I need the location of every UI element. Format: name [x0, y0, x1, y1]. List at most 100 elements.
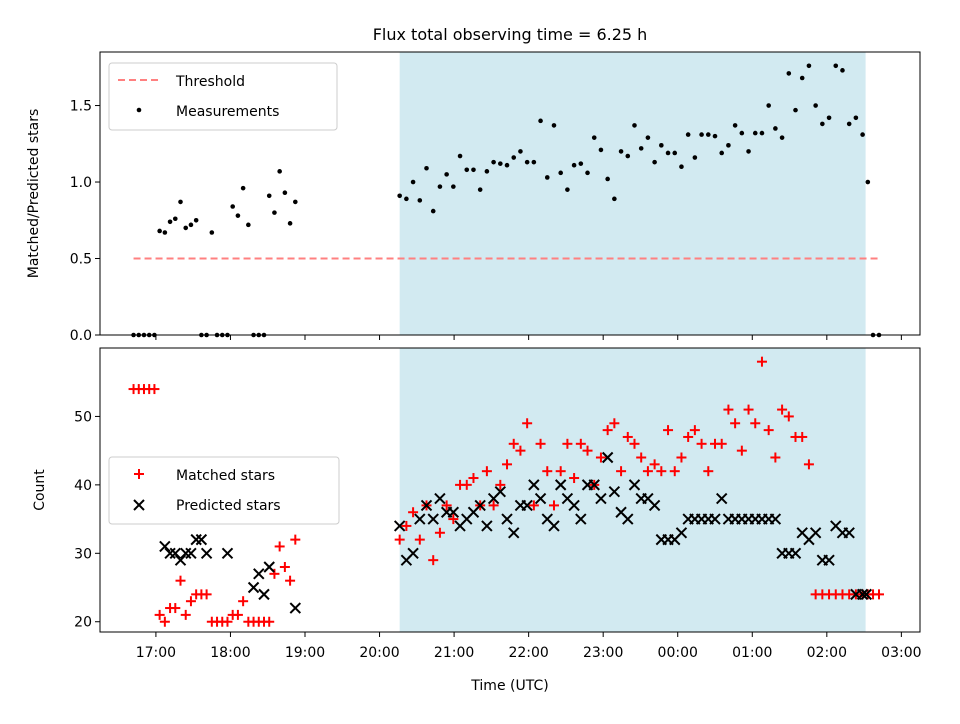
matched-star-point — [185, 596, 196, 607]
measurement-point — [230, 204, 235, 209]
matched-star-point — [461, 479, 472, 490]
measurement-point — [178, 199, 183, 205]
measurement-point — [585, 170, 590, 176]
predicted-star-point — [494, 486, 507, 498]
measurement-point — [471, 167, 476, 173]
x-tick-label: 20:00 — [359, 645, 399, 661]
matched-star-point — [522, 418, 533, 429]
matched-star-point — [763, 425, 774, 436]
x-tick-label: 21:00 — [434, 645, 474, 661]
figure-title: Flux total observing time = 6.25 h — [373, 25, 648, 44]
measurement-point — [820, 121, 825, 127]
x-tick-label: 19:00 — [285, 645, 325, 661]
matched-star-point — [616, 466, 627, 477]
measurement-point — [618, 149, 624, 154]
measurement-point — [293, 199, 298, 205]
top-x-ticks — [155, 335, 902, 340]
measurement-point — [183, 225, 189, 231]
measurement-point — [157, 228, 162, 234]
predicted-star-point — [164, 547, 176, 560]
matched-star-point — [683, 431, 694, 442]
measurement-point — [632, 123, 637, 128]
x-tick-label: 03:00 — [881, 645, 921, 661]
predicted-star-point — [289, 602, 302, 614]
predicted-star-point — [427, 513, 439, 525]
measurement-point — [813, 103, 818, 108]
measurement-point — [726, 143, 731, 148]
measurement-point — [853, 115, 859, 121]
measurement-point — [518, 149, 523, 154]
matched-star-point — [656, 466, 667, 477]
top-ytick-label: 1.5 — [70, 99, 92, 115]
matched-star-point — [736, 445, 747, 456]
matched-star-point — [602, 425, 613, 436]
predicted-star-point — [414, 513, 426, 525]
matched-star-point — [481, 466, 492, 477]
predicted-star-point — [709, 513, 721, 525]
matched-star-point — [285, 575, 296, 586]
measurement-point — [719, 150, 725, 156]
top-y-axis-label: Matched/Predicted stars — [26, 109, 42, 279]
bottom-ytick-label: 50 — [74, 409, 92, 425]
x-tick-label: 17:00 — [136, 645, 176, 661]
matched-star-point — [269, 568, 280, 579]
matched-star-point — [448, 514, 459, 525]
threshold-legend-label: Threshold — [175, 74, 245, 90]
matched-star-point — [642, 466, 653, 477]
matched-star-point — [159, 616, 170, 627]
predicted-star-point — [648, 499, 661, 512]
top-legend-box — [108, 62, 338, 131]
matched-star-point — [582, 445, 593, 456]
matched-legend-swatch — [134, 469, 144, 479]
matched-star-point — [175, 575, 186, 586]
matched-star-point — [723, 404, 734, 415]
top-panel: 0.0 0.5 1.0 1.5 Matched/Predicted stars Thr… — [26, 51, 921, 344]
predicted-stars-series — [159, 451, 873, 614]
predicted-star-point — [174, 554, 187, 566]
matched-star-point — [622, 431, 633, 442]
measurement-point — [172, 216, 178, 222]
predicted-star-point — [548, 520, 560, 532]
measurement-point — [287, 221, 293, 226]
x-tick-label: 18:00 — [210, 645, 250, 661]
x-axis-label: Time (UTC) — [470, 678, 548, 694]
matched-star-point — [528, 500, 539, 511]
measurement-point — [282, 190, 288, 196]
matched-star-point — [394, 534, 405, 545]
measurement-point — [272, 210, 277, 215]
bottom-ytick-label: 20 — [74, 615, 92, 631]
predicted-star-point — [588, 479, 600, 491]
bottom-legend-box — [108, 456, 340, 525]
matched-star-point — [495, 479, 506, 490]
x-tick-label: 22:00 — [508, 645, 548, 661]
predicted-legend-label: Predicted stars — [176, 498, 281, 514]
matched-star-point — [149, 384, 160, 395]
predicted-star-point — [263, 561, 275, 573]
measurement-point — [484, 169, 490, 174]
matched-star-point — [676, 452, 687, 463]
measurement-point — [773, 126, 778, 131]
measurement-point — [679, 164, 684, 170]
top-ytick-label: 0.0 — [70, 328, 92, 344]
measurement-point — [511, 155, 517, 160]
x-tick-label: 02:00 — [807, 645, 847, 661]
measurement-point — [605, 176, 610, 182]
measurements-series — [131, 63, 882, 338]
matched-star-point — [508, 438, 519, 449]
measurement-point — [692, 155, 698, 160]
predicted-star-point — [843, 527, 855, 539]
matched-star-point — [468, 473, 479, 484]
measurement-point — [705, 132, 711, 137]
measurement-point — [451, 184, 456, 189]
matched-star-point — [408, 507, 419, 518]
predicted-star-point — [601, 451, 614, 464]
bottom-y-axis: 20 30 40 50 — [74, 409, 100, 631]
matched-star-point — [716, 438, 727, 449]
predicted-star-point — [180, 547, 192, 560]
measurement-point — [162, 230, 168, 235]
measurement-point — [712, 133, 718, 139]
matched-star-point — [488, 500, 499, 511]
measurement-point — [551, 123, 557, 128]
matched-star-point — [575, 438, 586, 449]
predicted-legend-swatch — [133, 499, 145, 511]
